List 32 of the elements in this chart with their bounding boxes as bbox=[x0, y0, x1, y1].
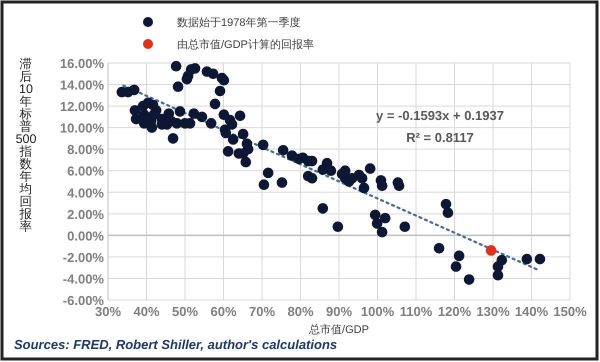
x-tick-label: 40% bbox=[133, 304, 160, 319]
y-tick-label: 6.00% bbox=[67, 164, 104, 179]
x-tick-label: 60% bbox=[210, 304, 237, 319]
x-tick-label: 100% bbox=[360, 304, 395, 319]
x-tick-label: 70% bbox=[248, 304, 276, 319]
x-axis-title: 总市值/GDP bbox=[308, 323, 369, 336]
x-tick-label: 150% bbox=[553, 304, 588, 319]
y-tick-label: 4.00% bbox=[67, 185, 104, 200]
y-tick-label: 16.00% bbox=[60, 56, 104, 71]
legend-item: 由总市值/GDP计算的回报率 bbox=[143, 39, 314, 51]
annotation: y = -0.1593x + 0.1937 bbox=[376, 108, 504, 123]
legend-label: 由总市值/GDP计算的回报率 bbox=[177, 38, 314, 51]
x-tick-label: 50% bbox=[172, 304, 198, 319]
legend-label: 数据始于1978年第一季度 bbox=[177, 16, 300, 29]
y-tick-label: -2.00% bbox=[62, 250, 104, 265]
y-tick-label: 12.00% bbox=[60, 99, 104, 114]
x-tick-label: 120% bbox=[438, 304, 472, 319]
x-tick-label: 110% bbox=[400, 304, 433, 319]
source-note: Sources: FRED, Robert Shiller, author's calculations bbox=[14, 337, 338, 352]
x-tick-label: 80% bbox=[287, 304, 314, 319]
annotation: R² = 0.8117 bbox=[406, 130, 474, 145]
x-tick-label: 130% bbox=[476, 304, 510, 319]
y-tick-label: 10.00% bbox=[60, 120, 104, 136]
y-tick-label: 14.00% bbox=[60, 78, 104, 93]
y-axis-title: 滞后10年标普500指数年均回报率 bbox=[16, 57, 36, 234]
legend-item: 数据始于1978年第一季度 bbox=[143, 17, 300, 29]
y-tick-label: 8.00% bbox=[67, 142, 104, 158]
x-tick-label: 140% bbox=[514, 304, 549, 319]
y-tick-label: 0.00% bbox=[67, 228, 104, 244]
x-tick-label: 90% bbox=[326, 304, 352, 319]
y-tick-label: 2.00% bbox=[67, 206, 104, 222]
y-tick-label: -4.00% bbox=[62, 271, 104, 286]
